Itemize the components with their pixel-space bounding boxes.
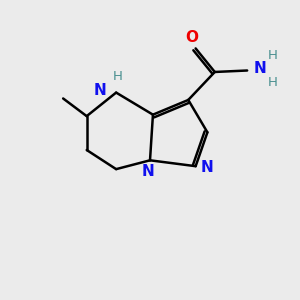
Text: H: H — [113, 70, 122, 83]
Text: N: N — [253, 61, 266, 76]
Text: N: N — [94, 83, 106, 98]
Text: N: N — [141, 164, 154, 179]
Text: O: O — [186, 30, 199, 45]
Text: H: H — [268, 49, 278, 62]
Text: N: N — [200, 160, 213, 175]
Text: H: H — [268, 76, 278, 89]
